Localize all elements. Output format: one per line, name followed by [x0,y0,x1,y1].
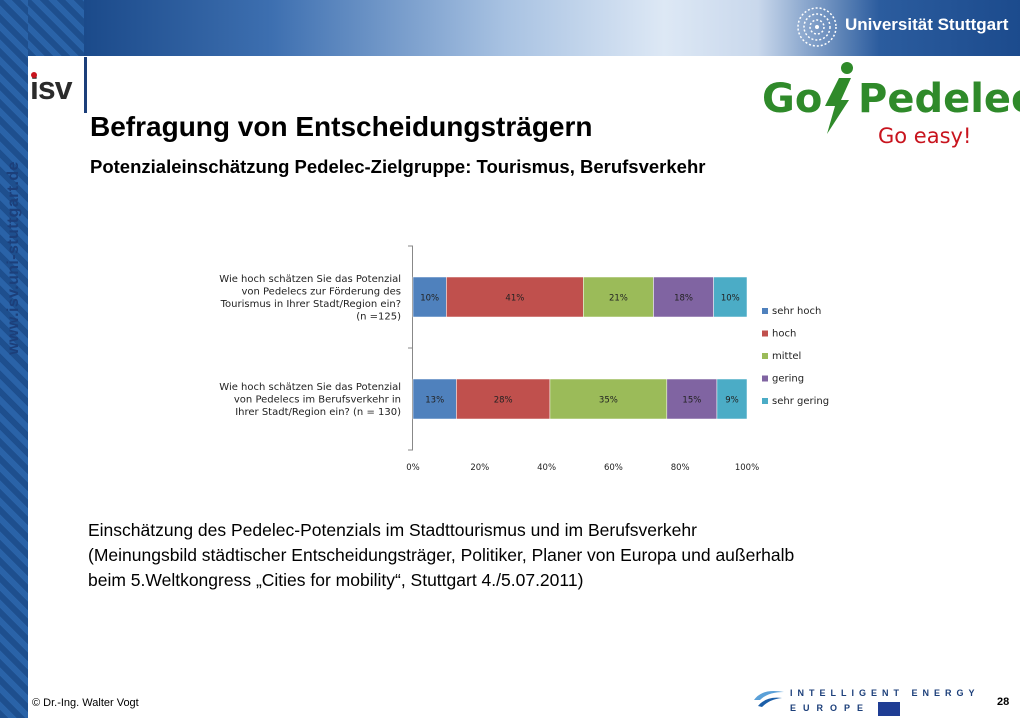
intelligent-energy-logo-line1: INTELLIGENT ENERGY [790,688,980,698]
category-label: Tourismus in Ihrer Stadt/Region ein? [220,299,401,310]
legend-swatch [762,398,768,404]
legend-swatch [762,308,768,314]
bar-data-label: 35% [599,396,618,406]
category-label: von Pedelecs zur Förderung des [241,286,401,297]
category-label: Ihrer Stadt/Region ein? (n = 130) [235,407,401,418]
bar-data-label: 15% [682,396,701,406]
bar-data-label: 21% [609,294,628,304]
legend-swatch [762,330,768,337]
bar-data-label: 10% [721,294,740,304]
eu-flag-icon [878,702,900,716]
left-decorative-band [0,0,28,718]
footer-copyright: © Dr.-Ing. Walter Vogt [32,697,139,709]
intelligent-energy-logo-line2: EUROPE [790,703,871,713]
legend-label: hoch [772,329,796,340]
go-pedelec-logo-pedelec: Pedelec! [858,76,1020,122]
university-emblem-icon [797,7,837,47]
body-line-2: (Meinungsbild städtischer Entscheidungst… [88,545,795,565]
go-pedelec-tagline: Go easy! [878,124,972,148]
x-tick-label: 60% [604,463,623,473]
bar-data-label: 9% [725,396,739,406]
body-paragraph: Einschätzung des Pedelec-Potenzials im S… [88,518,968,593]
university-wordmark: Universität Stuttgart [845,15,1009,34]
lightning-icon [825,62,853,134]
body-line-3: beim 5.Weltkongress „Cities for mobility… [88,570,584,590]
category-label: von Pedelecs im Berufsverkehr in [234,395,401,406]
legend-swatch [762,353,768,359]
category-label: Wie hoch schätzen Sie das Potenzial [219,382,401,393]
legend-swatch [762,375,768,382]
bar-segment [653,276,714,318]
bar-data-label: 10% [420,294,439,304]
isv-logo-dot [31,72,37,78]
bar-segment [456,378,551,420]
bar-segment [666,378,718,420]
bar-segment [412,276,447,318]
chart-canvas: 10% 41% 21% 18% 10% Wie hoch schätzen Sie das… [219,245,829,473]
legend-label: sehr hoch [772,306,821,317]
legend-label: mittel [772,351,801,362]
bar-data-label: 41% [505,294,524,304]
go-pedelec-logo-go: Go [762,76,823,122]
bar-data-label: 13% [425,396,444,406]
legend-label: gering [772,374,804,385]
category-label: Wie hoch schätzen Sie das Potenzial [219,274,401,285]
top-banner [84,0,1020,56]
x-tick-label: 20% [470,463,489,473]
page-subtitle: Potenzialeinschätzung Pedelec-Zielgruppe… [90,156,706,177]
x-tick-label: 0% [406,463,420,473]
x-tick-label: 80% [671,463,690,473]
bar-data-label: 28% [494,396,513,406]
stacked-bar-chart: 10% 41% 21% 18% 10% Wie hoch schätzen Sie das… [170,238,870,478]
page-number: 28 [997,696,1010,708]
bar-segment [549,378,668,420]
legend-label: sehr gering [772,396,829,407]
body-line-1: Einschätzung des Pedelec-Potenzials im S… [88,520,697,540]
page-title: Befragung von Entscheidungsträgern [90,111,593,142]
intelligent-energy-swoosh-icon [754,691,784,707]
bar-segment [583,276,654,318]
x-tick-label: 40% [537,463,556,473]
isv-logo: isv [30,70,72,106]
bar-segment [716,378,748,420]
bar-segment [446,276,584,318]
x-tick-label: 100% [735,463,759,473]
top-left-decorative-band [28,0,84,56]
bar-segment [412,378,457,420]
website-url[interactable]: www.isv.uni-stuttgart.de [5,161,22,355]
isv-logo-bar [84,57,87,113]
bar-segment [713,276,748,318]
bar-data-label: 18% [674,294,693,304]
category-label: (n =125) [356,311,401,322]
